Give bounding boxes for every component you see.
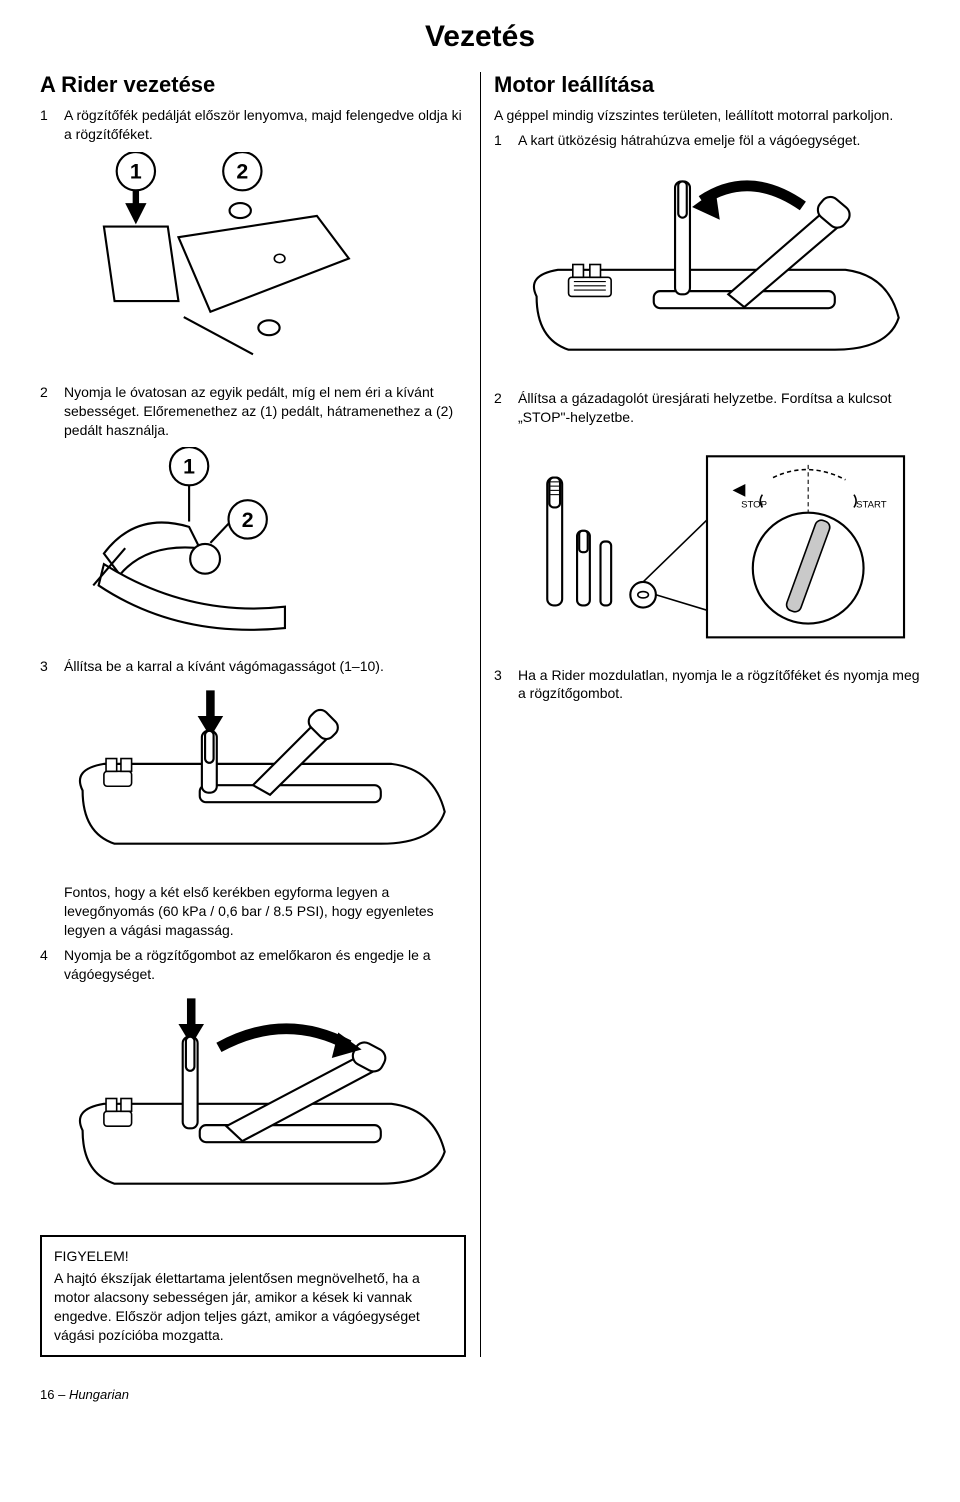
step-number: 3 — [40, 657, 54, 676]
right-heading: Motor leállítása — [494, 72, 920, 98]
left-heading: A Rider vezetése — [40, 72, 466, 98]
right-intro: A géppel mindig vízszintes területen, le… — [494, 106, 920, 125]
stop-label: STOP — [741, 499, 767, 510]
step-text: Nyomja le óvatosan az egyik pedált, míg … — [64, 383, 466, 440]
step-number: 2 — [40, 383, 54, 440]
step-text: Ha a Rider mozdulatlan, nyomja le a rögz… — [518, 666, 920, 704]
page-title: Vezetés — [40, 20, 920, 54]
illustration-pedal-release: 1 2 — [40, 152, 466, 365]
footer-language: Hungarian — [69, 1387, 129, 1402]
step-text: A kart ütközésig hátrahúzva emelje föl a… — [518, 131, 860, 150]
svg-text:2: 2 — [236, 159, 248, 183]
left-step-2: 2 Nyomja le óvatosan az egyik pedált, mí… — [40, 383, 466, 440]
left-step-3: 3 Állítsa be a karral a kívánt vágómagas… — [40, 657, 466, 676]
step-text: Nyomja be a rögzítőgombot az emelőkaron … — [64, 946, 466, 984]
column-divider — [480, 72, 481, 1357]
notice-box: FIGYELEM! A hajtó ékszíjak élettartama j… — [40, 1235, 466, 1357]
step-text: Állítsa a gázadagolót üresjárati helyzet… — [518, 389, 920, 427]
illustration-lower-unit — [40, 992, 466, 1205]
step-number: 3 — [494, 666, 508, 704]
right-step-1: 1 A kart ütközésig hátrahúzva emelje föl… — [494, 131, 920, 150]
step-text: Állítsa be a karral a kívánt vágómagassá… — [64, 657, 384, 676]
step-number: 2 — [494, 389, 508, 427]
step-number: 1 — [494, 131, 508, 150]
right-column: Motor leállítása A géppel mindig vízszin… — [480, 72, 920, 1357]
two-column-layout: A Rider vezetése 1 A rögzítőfék pedálját… — [40, 72, 920, 1357]
notice-title: FIGYELEM! — [54, 1247, 452, 1266]
left-step-1: 1 A rögzítőfék pedálját először lenyomva… — [40, 106, 466, 144]
step-number: 1 — [40, 106, 54, 144]
right-step-3: 3 Ha a Rider mozdulatlan, nyomja le a rö… — [494, 666, 920, 704]
svg-text:2: 2 — [242, 508, 254, 532]
illustration-two-pedals: 1 2 — [40, 447, 466, 639]
left-column: A Rider vezetése 1 A rögzítőfék pedálját… — [40, 72, 480, 1357]
notice-body: A hajtó ékszíjak élettartama jelentősen … — [54, 1269, 452, 1345]
left-step-4: 4 Nyomja be a rögzítőgombot az emelőkaro… — [40, 946, 466, 984]
page-number: 16 — [40, 1387, 54, 1402]
right-step-2: 2 Állítsa a gázadagolót üresjárati helyz… — [494, 389, 920, 427]
step-number: 4 — [40, 946, 54, 984]
start-label: START — [856, 499, 887, 510]
page-footer: 16 – Hungarian — [40, 1387, 920, 1402]
svg-text:1: 1 — [130, 159, 142, 183]
illustration-height-lever — [40, 684, 466, 865]
left-tire-note: Fontos, hogy a két első kerékben egyform… — [40, 883, 466, 940]
illustration-raise-unit — [494, 158, 920, 371]
note-text: Fontos, hogy a két első kerékben egyform… — [64, 883, 466, 940]
svg-text:1: 1 — [183, 455, 195, 479]
footer-sep: – — [54, 1387, 68, 1402]
illustration-throttle-key: STOP START — [494, 435, 920, 648]
step-number — [40, 883, 54, 940]
step-text: A rögzítőfék pedálját először lenyomva, … — [64, 106, 466, 144]
